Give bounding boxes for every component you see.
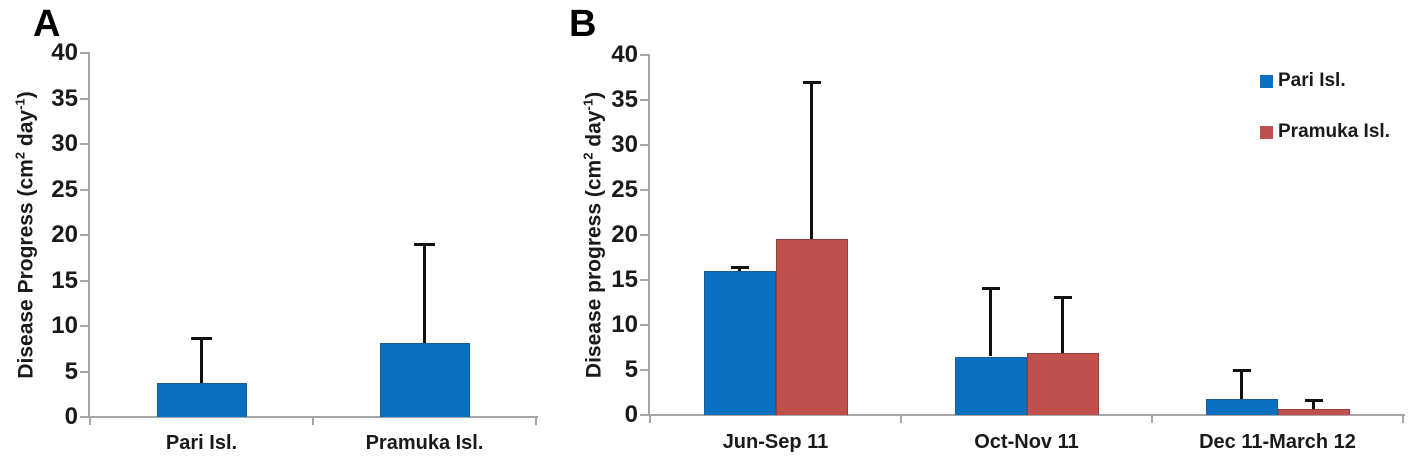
y-tick-label: 5 <box>64 357 78 385</box>
y-tick-label: 15 <box>51 266 78 294</box>
y-tick-label: 20 <box>611 221 638 248</box>
bar-pramuka-isl- <box>775 238 848 415</box>
error-bar-cap <box>1232 368 1251 372</box>
y-tick-mark <box>80 97 89 100</box>
y-tick-mark <box>80 143 89 145</box>
error-bar-cap <box>730 265 749 269</box>
y-tick-mark <box>640 189 649 191</box>
y-tick-label: 0 <box>64 403 78 430</box>
y-tick-label: 40 <box>611 41 638 68</box>
bar-pari-isl- <box>954 356 1027 415</box>
error-bar-cap <box>414 242 435 246</box>
y-axis-line <box>88 52 90 418</box>
error-bar-line <box>989 288 992 357</box>
y-tick-mark <box>640 99 649 101</box>
x-tick-mark <box>900 416 902 423</box>
y-tick-label: 5 <box>624 356 638 383</box>
x-axis-line <box>641 414 1405 416</box>
error-bar-line <box>1312 400 1315 409</box>
legend-swatch-pramuka-isl- <box>1260 126 1273 139</box>
category-label: Dec 11-March 12 <box>1199 431 1356 453</box>
y-tick-mark <box>640 234 649 236</box>
y-tick-label: 30 <box>51 130 78 157</box>
error-bar-cap <box>1304 399 1323 403</box>
y-tick-label: 35 <box>51 84 78 112</box>
error-bar-cap <box>802 80 821 84</box>
y-tick-mark <box>640 144 649 146</box>
error-bar-line <box>200 338 203 384</box>
panel-a-label: A <box>33 3 61 45</box>
y-tick-label: 35 <box>611 86 638 113</box>
y-tick-mark <box>80 188 89 191</box>
y-tick-mark <box>640 324 649 326</box>
x-tick-mark <box>535 418 537 425</box>
category-label: Pramuka Isl. <box>365 432 484 454</box>
y-tick-label: 40 <box>51 39 78 66</box>
y-tick-label: 25 <box>51 175 78 203</box>
bar-pari-isl- <box>703 271 776 415</box>
x-axis-line <box>81 416 538 418</box>
y-tick-mark <box>80 325 89 327</box>
x-tick-mark <box>89 418 91 425</box>
bar-pari-isl- <box>1205 398 1278 415</box>
y-tick-label: 10 <box>51 312 78 339</box>
y-tick-mark <box>80 234 89 236</box>
x-tick-mark <box>1151 416 1153 423</box>
y-tick-label: 25 <box>611 176 638 203</box>
y-tick-label: 10 <box>611 311 638 338</box>
category-label: Oct-Nov 11 <box>974 431 1079 453</box>
y-tick-mark <box>640 279 649 281</box>
y-tick-label: 15 <box>611 266 638 293</box>
category-label: Jun-Sep 11 <box>722 431 829 453</box>
legend-entry-label: Pramuka Isl. <box>1278 121 1390 142</box>
y-tick-label: 20 <box>51 221 78 248</box>
bar-pramuka-isl- <box>1026 352 1099 415</box>
bar-pramuka-isl- <box>1277 408 1350 415</box>
y-axis-line <box>648 54 650 416</box>
panel-b-label: B <box>569 3 597 45</box>
error-bar-cap <box>981 286 1000 290</box>
error-bar-line <box>810 82 813 239</box>
y-tick-mark <box>640 369 649 371</box>
y-tick-mark <box>80 52 89 54</box>
category-label: Pari Isl. <box>165 432 238 454</box>
error-bar-line <box>423 244 426 344</box>
error-bar-line <box>738 267 741 271</box>
x-tick-mark <box>649 416 651 423</box>
error-bar-cap <box>191 337 212 341</box>
y-tick-label: 30 <box>611 131 638 158</box>
error-bar-line <box>1061 297 1064 353</box>
legend-swatch-pari-isl- <box>1260 75 1273 88</box>
y-tick-mark <box>80 279 89 282</box>
bar-disease-progress <box>156 383 247 417</box>
error-bar-line <box>1240 370 1243 399</box>
legend-entry-label: Pari Isl. <box>1278 70 1346 91</box>
bar-disease-progress <box>379 343 470 417</box>
y-tick-mark <box>80 370 89 373</box>
error-bar-cap <box>1053 295 1072 299</box>
y-tick-label: 0 <box>624 401 638 428</box>
x-tick-mark <box>312 418 314 425</box>
y-tick-mark <box>640 54 649 56</box>
x-tick-mark <box>1402 416 1404 423</box>
